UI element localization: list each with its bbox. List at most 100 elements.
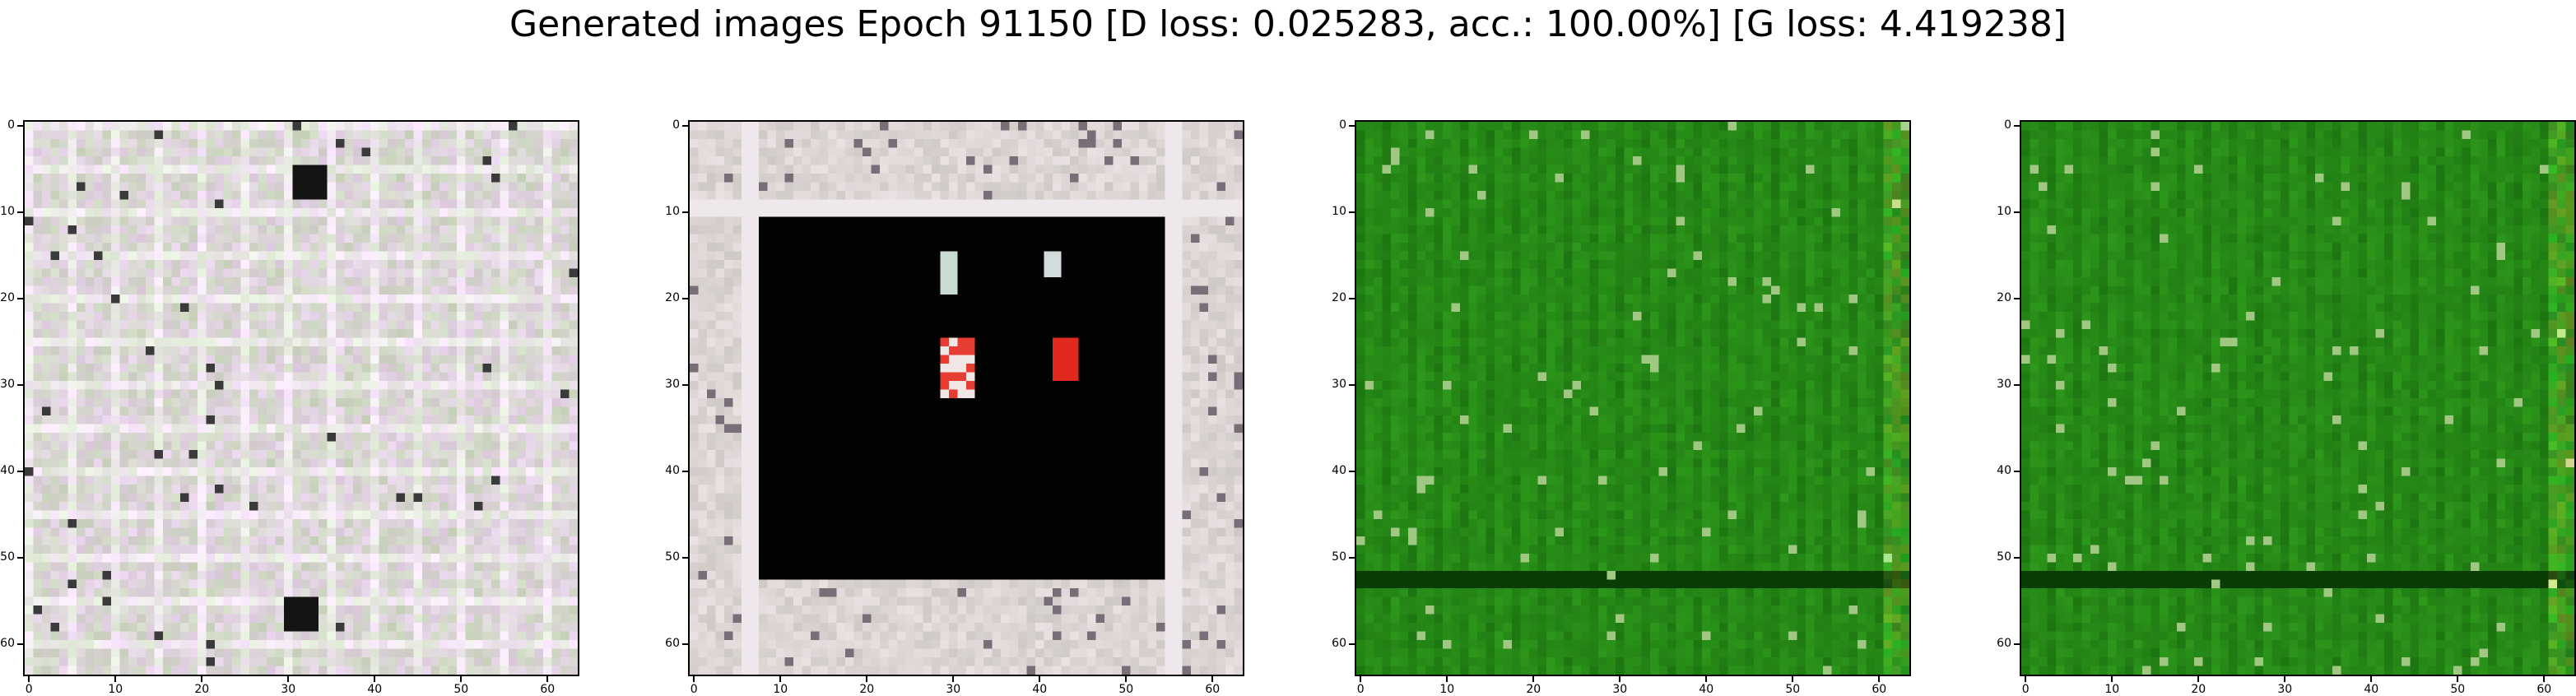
y-tick [2014,643,2020,645]
y-tick [682,384,688,386]
y-tick-label: 60 [1995,637,2011,650]
x-tick [1039,676,1040,682]
y-tick-label: 60 [1330,637,1346,650]
x-tick [2025,676,2026,682]
y-tick [17,298,23,299]
y-tick [1349,298,1355,299]
y-tick-label: 20 [0,291,15,304]
y-tick-label: 30 [1995,378,2011,391]
y-tick-label: 20 [663,291,680,304]
y-tick [1349,125,1355,127]
y-tick [682,557,688,559]
y-tick-label: 40 [0,464,15,477]
x-tick-label: 10 [107,683,123,696]
x-tick [2370,676,2372,682]
y-tick-label: 50 [1995,550,2011,564]
x-tick [2543,676,2545,682]
y-tick [2014,471,2020,472]
x-tick-label: 30 [1611,683,1628,696]
x-tick [28,676,30,682]
y-tick-label: 50 [663,550,680,564]
x-tick-label: 20 [1525,683,1541,696]
y-tick-label: 40 [1330,464,1346,477]
y-tick-label: 10 [0,205,15,218]
x-tick-label: 50 [1118,683,1134,696]
generated-image [1356,122,1909,675]
y-tick [17,211,23,213]
y-tick [2014,211,2020,213]
x-tick [1532,676,1534,682]
image-axes [2020,120,2576,676]
y-tick-label: 0 [0,118,15,132]
x-tick-label: 40 [366,683,383,696]
x-tick [779,676,781,682]
x-tick-label: 60 [2536,683,2552,696]
x-tick-label: 0 [21,683,37,696]
y-tick [1349,643,1355,645]
y-tick-label: 10 [1995,205,2011,218]
y-tick [682,643,688,645]
x-tick [2111,676,2113,682]
y-tick [1349,471,1355,472]
x-tick [546,676,548,682]
image-axes [23,120,579,676]
y-tick [682,471,688,472]
figure-title: Generated images Epoch 91150 [D loss: 0.… [0,0,2576,49]
x-tick-label: 20 [193,683,210,696]
y-tick-label: 20 [1330,291,1346,304]
generated-image [690,122,1243,675]
y-tick-label: 10 [1330,205,1346,218]
x-tick-label: 10 [772,683,788,696]
y-tick-label: 40 [663,464,680,477]
x-tick-label: 30 [945,683,961,696]
x-tick [866,676,867,682]
y-tick [17,384,23,386]
y-tick-label: 0 [1995,118,2011,132]
generated-image [25,122,578,675]
x-tick [693,676,695,682]
y-tick-label: 30 [663,378,680,391]
x-tick [2457,676,2458,682]
x-tick [2284,676,2285,682]
y-tick [17,471,23,472]
x-tick-label: 40 [1031,683,1048,696]
x-tick [1446,676,1448,682]
y-tick-label: 0 [663,118,680,132]
x-tick-label: 60 [539,683,556,696]
x-tick [1705,676,1707,682]
x-tick [2197,676,2199,682]
x-tick-label: 30 [280,683,296,696]
y-tick [17,557,23,559]
y-tick [1349,557,1355,559]
x-tick-label: 0 [686,683,702,696]
x-tick-label: 10 [1439,683,1455,696]
x-tick-label: 0 [1352,683,1369,696]
x-tick-label: 0 [2017,683,2034,696]
x-tick-label: 10 [2104,683,2120,696]
y-tick [2014,298,2020,299]
image-axes [1355,120,1911,676]
x-tick-label: 20 [858,683,875,696]
x-tick-label: 60 [1204,683,1221,696]
x-tick [287,676,289,682]
y-tick [1349,211,1355,213]
y-tick-label: 40 [1995,464,2011,477]
y-tick [2014,384,2020,386]
y-tick-label: 60 [663,637,680,650]
x-tick-label: 40 [1698,683,1714,696]
y-tick [682,211,688,213]
x-tick-label: 60 [1871,683,1887,696]
x-tick [1792,676,1793,682]
y-tick [17,643,23,645]
x-tick [1619,676,1620,682]
y-tick-label: 20 [1995,291,2011,304]
y-tick-label: 10 [663,205,680,218]
y-tick [1349,384,1355,386]
x-tick-label: 20 [2190,683,2206,696]
x-tick [1211,676,1213,682]
y-tick-label: 30 [0,378,15,391]
